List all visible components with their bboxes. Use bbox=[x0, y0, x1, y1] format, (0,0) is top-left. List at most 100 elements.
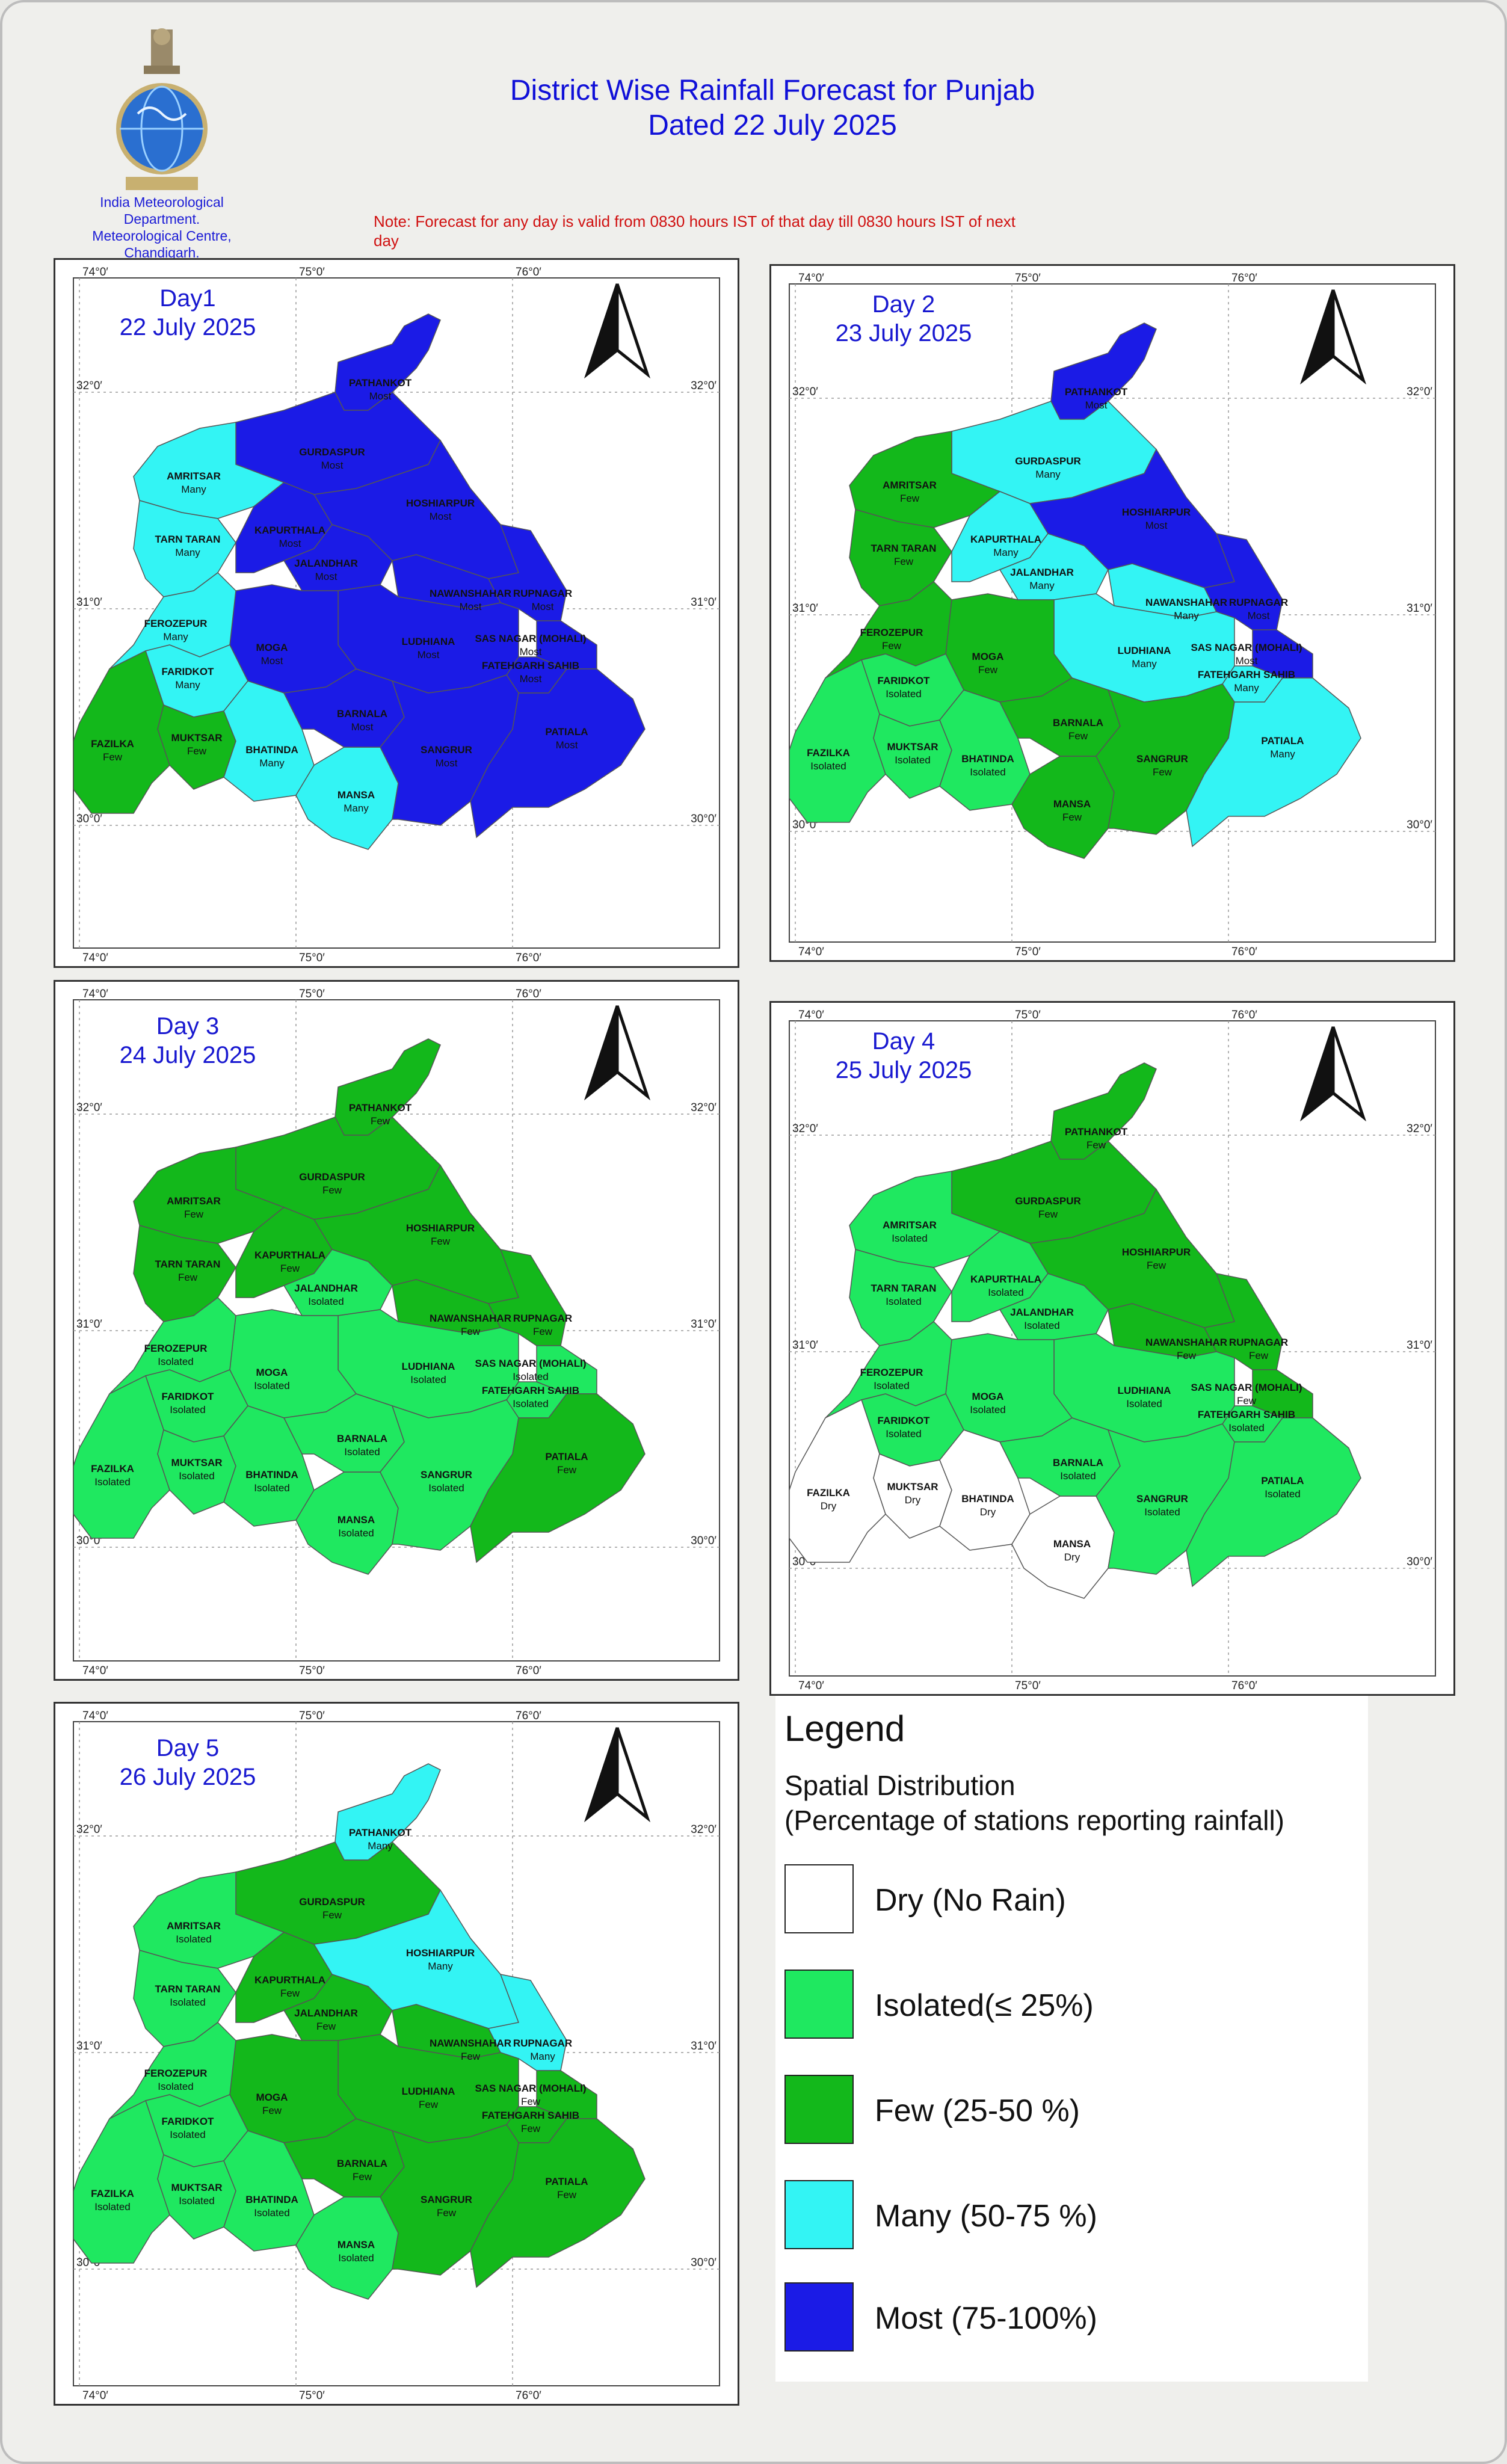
longitude-label: 76°0′ bbox=[516, 266, 541, 279]
district-name-label: KAPURTHALA bbox=[970, 534, 1041, 545]
latitude-label: 32°0′ bbox=[76, 1823, 102, 1836]
district-name-label: PATIALA bbox=[545, 1451, 588, 1462]
district-patiala bbox=[470, 2118, 646, 2288]
district-name-label: JALANDHAR bbox=[294, 2007, 358, 2019]
day-label: Day 2 bbox=[872, 291, 935, 318]
district-forecast-label: Most bbox=[520, 646, 542, 658]
legend-swatch-dry bbox=[784, 1864, 854, 1933]
day-title: Day 3 24 July 2025 bbox=[91, 1012, 284, 1070]
district-name-label: LUDHIANA bbox=[1118, 645, 1171, 656]
punjab-districts: PATHANKOTFewGURDASPURFewAMRITSARFewTARN … bbox=[73, 1038, 646, 1575]
org-line: Department. bbox=[123, 211, 200, 227]
district-name-label: PATHANKOT bbox=[349, 377, 412, 389]
district-patiala bbox=[1186, 1417, 1361, 1588]
district-forecast-label: Many bbox=[1035, 469, 1061, 480]
district-forecast-label: Few bbox=[419, 2099, 439, 2110]
district-forecast-label: Isolated bbox=[970, 1404, 1006, 1415]
north-arrow-icon bbox=[1299, 1026, 1367, 1122]
day-date: 23 July 2025 bbox=[835, 320, 972, 346]
legend-title: Legend bbox=[784, 1708, 905, 1749]
graticule: 74°0′ 74°0′ 75°0′ 75°0′ 76°0′ 76°0′ 32°0′ 32°0′… bbox=[73, 266, 720, 964]
district-forecast-label: Few bbox=[371, 1115, 390, 1127]
district-forecast-label: Most bbox=[520, 673, 542, 685]
district-name-label: FATEHGARH SAHIB bbox=[1198, 1409, 1295, 1420]
district-name-label: FEROZEPUR bbox=[144, 618, 208, 629]
latitude-label: 32°0′ bbox=[76, 1101, 102, 1114]
district-forecast-label: Few bbox=[461, 2051, 481, 2062]
district-name-label: FAZILKA bbox=[91, 1463, 134, 1474]
legend-item-many: Many (50-75 %) bbox=[784, 2180, 1362, 2252]
latitude-label: 30°0′ bbox=[1407, 1556, 1432, 1568]
map-panel-day-4: 74°0′ 74°0′ 75°0′ 75°0′ 76°0′ 76°0′ 32°0′ 32°0′… bbox=[769, 1001, 1455, 1696]
district-name-label: GURDASPUR bbox=[299, 1171, 365, 1183]
district-forecast-label: Isolated bbox=[1060, 1470, 1096, 1482]
district-name-label: LUDHIANA bbox=[402, 1361, 455, 1372]
district-forecast-label: Isolated bbox=[254, 2207, 290, 2219]
district-forecast-label: Most bbox=[460, 601, 482, 612]
district-name-label: HOSHIARPUR bbox=[406, 1222, 475, 1234]
district-forecast-label: Isolated bbox=[886, 688, 922, 700]
legend-label-dry: Dry (No Rain) bbox=[875, 1883, 1066, 1918]
latitude-label: 31°0′ bbox=[691, 1318, 717, 1331]
district-forecast-label: Few bbox=[184, 1209, 204, 1220]
district-name-label: MUKTSAR bbox=[887, 741, 938, 753]
district-forecast-label: Isolated bbox=[1126, 1398, 1162, 1409]
district-name-label: GURDASPUR bbox=[299, 446, 365, 458]
note-line-2: day bbox=[374, 232, 399, 250]
district-name-label: FEROZEPUR bbox=[144, 2068, 208, 2079]
longitude-label: 75°0′ bbox=[1015, 946, 1041, 958]
longitude-label: 76°0′ bbox=[1231, 272, 1257, 285]
day-label: Day 3 bbox=[156, 1013, 220, 1040]
legend-label-many: Many (50-75 %) bbox=[875, 2199, 1097, 2234]
district-name-label: NAWANSHAHAR bbox=[430, 1313, 511, 1324]
district-name-label: TARN TARAN bbox=[871, 543, 937, 554]
district-forecast-label: Many bbox=[344, 802, 369, 814]
map-panel-day-2: 74°0′ 74°0′ 75°0′ 75°0′ 76°0′ 76°0′ 32°0′ 32°0′… bbox=[769, 264, 1455, 962]
district-name-label: BHATINDA bbox=[961, 1493, 1014, 1505]
district-forecast-label: Most bbox=[418, 649, 440, 661]
district-name-label: MOGA bbox=[256, 642, 288, 653]
day-date: 22 July 2025 bbox=[119, 314, 256, 340]
district-name-label: BARNALA bbox=[1053, 717, 1103, 728]
district-map: 74°0′ 74°0′ 75°0′ 75°0′ 76°0′ 76°0′ 32°0′ 32°0′… bbox=[73, 1710, 720, 2402]
district-forecast-label: Few bbox=[894, 556, 914, 567]
district-name-label: BHATINDA bbox=[245, 2194, 298, 2205]
district-name-label: SAS NAGAR (MOHALI) bbox=[475, 2083, 586, 2094]
latitude-label: 32°0′ bbox=[76, 380, 102, 392]
longitude-label: 75°0′ bbox=[299, 988, 325, 1000]
district-forecast-label: Few bbox=[322, 1909, 342, 1921]
longitude-label: 74°0′ bbox=[798, 1009, 824, 1021]
district-moga bbox=[945, 1333, 1073, 1443]
district-forecast-label: Isolated bbox=[94, 1476, 131, 1488]
latitude-label: 30°0′ bbox=[691, 1535, 717, 1547]
district-forecast-label: Many bbox=[993, 547, 1019, 558]
longitude-label: 75°0′ bbox=[1015, 272, 1041, 285]
district-forecast-label: Many bbox=[530, 2051, 555, 2062]
district-forecast-label: Many bbox=[368, 1840, 393, 1852]
title-line-1: District Wise Rainfall Forecast for Punj… bbox=[510, 75, 1035, 106]
district-name-label: MUKTSAR bbox=[171, 732, 223, 744]
graticule: 74°0′ 74°0′ 75°0′ 75°0′ 76°0′ 76°0′ 32°0′ 32°0′… bbox=[789, 272, 1435, 958]
latitude-label: 30°0′ bbox=[691, 813, 717, 825]
district-forecast-label: Few bbox=[521, 2096, 541, 2107]
latitude-label: 32°0′ bbox=[691, 1101, 717, 1114]
longitude-label: 75°0′ bbox=[1015, 1680, 1041, 1692]
district-forecast-label: Few bbox=[557, 2189, 577, 2201]
longitude-label: 74°0′ bbox=[82, 266, 108, 279]
district-name-label: SAS NAGAR (MOHALI) bbox=[475, 633, 586, 644]
district-forecast-label: Most bbox=[556, 739, 578, 751]
district-forecast-label: Isolated bbox=[170, 2129, 206, 2140]
longitude-label: 76°0′ bbox=[516, 988, 541, 1000]
district-map: 74°0′ 74°0′ 75°0′ 75°0′ 76°0′ 76°0′ 32°0′ 32°0′… bbox=[73, 988, 720, 1677]
district-name-label: KAPURTHALA bbox=[254, 525, 325, 536]
legend-swatch-many bbox=[784, 2180, 854, 2249]
district-barnala bbox=[999, 677, 1121, 757]
district-name-label: FARIDKOT bbox=[162, 2116, 215, 2127]
latitude-label: 30°0′ bbox=[76, 813, 102, 825]
note-line-1: Note: Forecast for any day is valid from… bbox=[374, 212, 1016, 230]
longitude-label: 74°0′ bbox=[82, 1665, 108, 1677]
district-forecast-label: Isolated bbox=[344, 1446, 380, 1458]
longitude-label: 75°0′ bbox=[299, 2389, 325, 2402]
emblem-icon bbox=[144, 28, 180, 74]
day-label: Day 4 bbox=[872, 1028, 935, 1055]
